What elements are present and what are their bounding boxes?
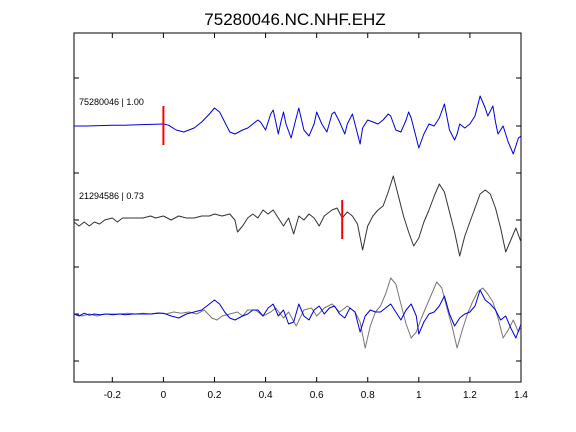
waveform-line xyxy=(74,95,522,155)
trace-panel: 21294586 | 0.73 xyxy=(73,175,522,257)
axes-frame xyxy=(73,32,522,383)
x-tick-label: 0.6 xyxy=(310,390,324,401)
waveform-line xyxy=(73,277,522,349)
trace-panels: 75280046 | 1.00 21294586 | 0.73 xyxy=(73,95,522,349)
trace-panel: 75280046 | 1.00 xyxy=(74,95,522,155)
x-tick-label: 0 xyxy=(161,390,167,401)
chart-title: 75280046.NC.NHF.EHZ xyxy=(204,10,385,29)
waveform-line xyxy=(73,289,522,339)
x-axis: -0.2 0 0.2 0.4 0.6 0.8 1 1.2 1.4 xyxy=(104,33,528,401)
trace-panel xyxy=(73,277,522,349)
x-tick-label: 1 xyxy=(416,390,422,401)
x-tick-label: 1.4 xyxy=(514,390,528,401)
waveform-line xyxy=(73,175,522,257)
trace-label: 21294586 | 0.73 xyxy=(79,191,144,201)
x-tick-label: -0.2 xyxy=(104,390,122,401)
trace-label: 75280046 | 1.00 xyxy=(79,97,144,107)
x-tick-label: 0.8 xyxy=(361,390,375,401)
x-tick-label: 0.4 xyxy=(259,390,273,401)
x-tick-label: 0.2 xyxy=(208,390,222,401)
x-tick-label: 1.2 xyxy=(463,390,477,401)
